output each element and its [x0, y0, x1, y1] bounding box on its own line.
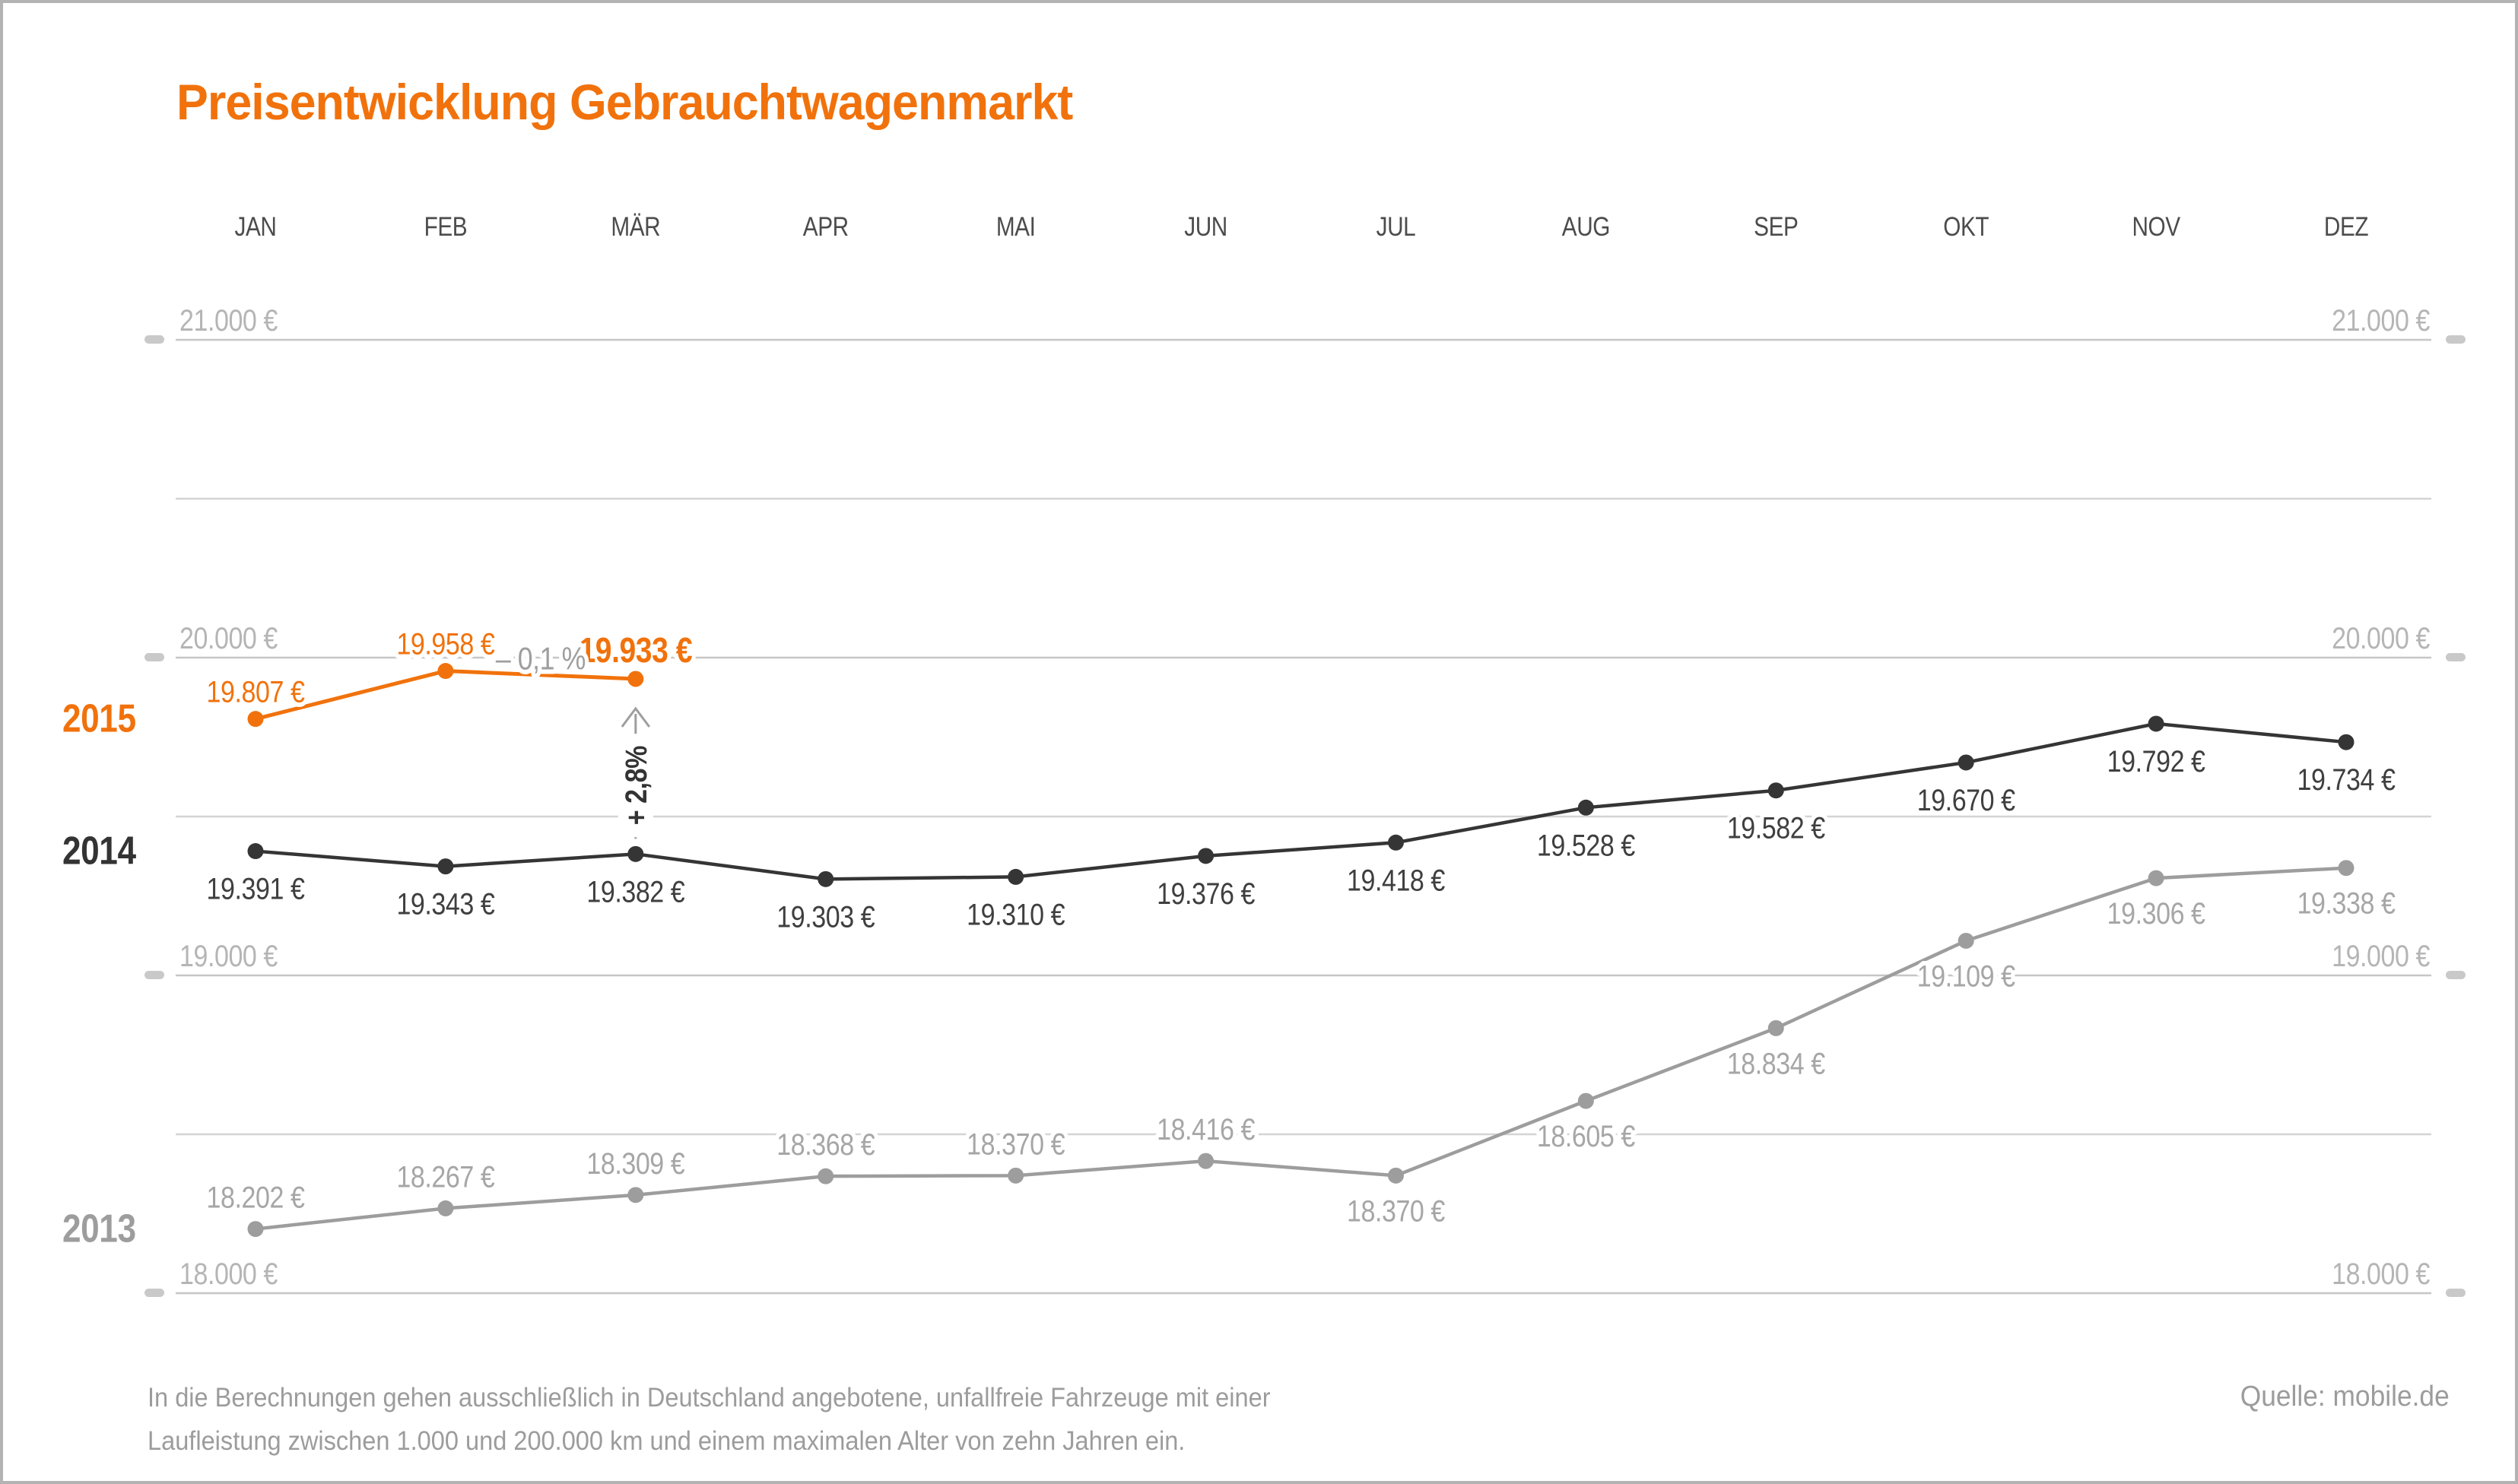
year-label-2014: 2014 [62, 829, 136, 873]
month-label-feb: FEB [424, 212, 468, 242]
value-label-2013-nov: 19.306 € [2107, 896, 2206, 930]
value-label-2013-mai: 18.370 € [967, 1127, 1065, 1161]
y-axis-label-right: 18.000 € [2332, 1256, 2431, 1290]
chart-title: Preisentwicklung Gebrauchtwagenmarkt [176, 74, 1073, 130]
data-point-2014-jan [247, 843, 264, 860]
data-point-2014-jun [1198, 848, 1215, 864]
month-label-aug: AUG [1562, 212, 1610, 242]
data-point-2013-jul [1387, 1167, 1404, 1184]
value-label-2013-jan: 18.202 € [207, 1180, 306, 1214]
yoy-label-backdrop [618, 734, 653, 838]
data-point-2013-apr [818, 1168, 834, 1184]
value-label-2013-mär: 18.309 € [586, 1146, 685, 1180]
data-point-2014-dez [2338, 734, 2354, 750]
month-label-apr: APR [803, 212, 849, 242]
series-line-2013 [255, 866, 2347, 1231]
value-label-2014-aug: 19.528 € [1537, 828, 1636, 862]
month-label-mär: MÄR [611, 212, 660, 242]
y-axis-label-right: 21.000 € [2332, 303, 2431, 337]
value-label-2013-sep: 18.834 € [1727, 1046, 1826, 1080]
y-axis-tick-left [144, 971, 164, 979]
y-axis-label-right: 20.000 € [2332, 620, 2431, 655]
data-point-2013-sep [1767, 1019, 1784, 1036]
value-label-2013-dez: 19.338 € [2297, 886, 2396, 920]
y-axis-tick-right [2446, 1289, 2466, 1297]
month-label-jan: JAN [235, 212, 277, 242]
source-credit: Quelle: mobile.de [2240, 1381, 2450, 1413]
year-label-2015: 2015 [62, 696, 136, 740]
value-label-2014-dez: 19.734 € [2297, 763, 2396, 797]
value-label-2014-sep: 19.582 € [1727, 810, 1826, 845]
data-point-2014-mai [1008, 868, 1024, 885]
value-label-2014-jul: 19.418 € [1347, 863, 1446, 897]
data-point-2013-okt [1958, 932, 1974, 949]
data-point-2014-feb [437, 858, 454, 875]
value-label-2013-feb: 18.267 € [396, 1159, 495, 1194]
data-point-2014-mär [627, 845, 644, 862]
y-axis-label-left: 18.000 € [179, 1256, 278, 1290]
data-point-2014-sep [1767, 782, 1784, 799]
y-axis-tick-left [144, 653, 164, 661]
y-axis-label-left: 19.000 € [179, 938, 278, 972]
data-point-2013-feb [437, 1200, 454, 1216]
y-axis-tick-right [2446, 653, 2466, 661]
y-axis-label-left: 21.000 € [179, 303, 278, 337]
y-axis-tick-left [144, 335, 164, 344]
data-point-2015-mär [627, 671, 644, 687]
yoy-arrow-head [621, 706, 651, 728]
year-label-2013: 2013 [62, 1207, 136, 1251]
data-point-2014-nov [2148, 715, 2164, 732]
value-label-2013-jun: 18.416 € [1157, 1111, 1256, 1146]
data-point-2014-okt [1958, 754, 1974, 771]
data-point-2013-mär [627, 1187, 644, 1203]
price-development-chart: JAN FEB MÄR APR MAI JUN JUL AUG SEP OKT NOV DEZ 21.0… [62, 212, 2466, 1297]
month-label-dez: DEZ [2324, 212, 2368, 242]
value-label-2015-mär: 19.933 € [579, 631, 692, 671]
value-label-2014-feb: 19.343 € [396, 886, 495, 921]
data-point-2014-aug [1577, 799, 1594, 816]
value-label-2015-feb: 19.958 € [396, 626, 495, 661]
y-axis-label-right: 19.000 € [2332, 938, 2431, 972]
value-label-2014-jun: 19.376 € [1157, 876, 1256, 910]
month-label-nov: NOV [2132, 212, 2181, 242]
data-point-2015-jan [247, 711, 264, 728]
data-point-2013-mai [1008, 1167, 1024, 1184]
data-point-2013-nov [2148, 870, 2164, 886]
data-point-2013-dez [2338, 860, 2354, 877]
y-axis-tick-right [2446, 335, 2466, 344]
footnote-line-1: In die Berechnungen gehen ausschließlich… [148, 1383, 1271, 1413]
y-axis-label-left: 20.000 € [179, 620, 278, 655]
data-point-2013-aug [1577, 1092, 1594, 1109]
value-label-2013-apr: 18.368 € [776, 1127, 875, 1162]
value-label-2014-apr: 19.303 € [776, 899, 875, 934]
month-label-mai: MAI [996, 212, 1036, 242]
data-point-2014-jul [1387, 834, 1404, 851]
yoy-change-label: + 2,8% [618, 746, 653, 826]
month-label-okt: OKT [1943, 212, 1989, 242]
value-label-2014-okt: 19.670 € [1917, 782, 2016, 817]
footnote-line-2: Laufleistung zwischen 1.000 und 200.000 … [148, 1426, 1186, 1456]
value-label-2014-nov: 19.792 € [2107, 744, 2206, 778]
data-point-2015-feb [437, 663, 454, 680]
data-point-2014-apr [818, 870, 834, 887]
value-label-2014-mär: 19.382 € [586, 874, 685, 908]
month-label-sep: SEP [1754, 212, 1798, 242]
month-label-jul: JUL [1376, 212, 1416, 242]
value-label-2013-aug: 18.605 € [1537, 1118, 1636, 1153]
data-point-2013-jan [247, 1221, 264, 1238]
y-axis-tick-left [144, 1289, 164, 1297]
value-label-2013-okt: 19.109 € [1917, 959, 2016, 993]
value-label-2014-jan: 19.391 € [207, 871, 306, 905]
footnote: In die Berechnungen gehen ausschließlich… [148, 1376, 1271, 1463]
y-axis-tick-right [2446, 971, 2466, 979]
series-line-2014 [255, 721, 2347, 881]
value-label-2013-jul: 18.370 € [1347, 1194, 1446, 1228]
data-point-2013-jun [1198, 1153, 1215, 1169]
value-label-2014-mai: 19.310 € [967, 897, 1065, 931]
value-label-2015-jan: 19.807 € [207, 674, 306, 709]
mom-change-label: – 0,1 % [496, 642, 586, 677]
month-label-jun: JUN [1184, 212, 1227, 242]
